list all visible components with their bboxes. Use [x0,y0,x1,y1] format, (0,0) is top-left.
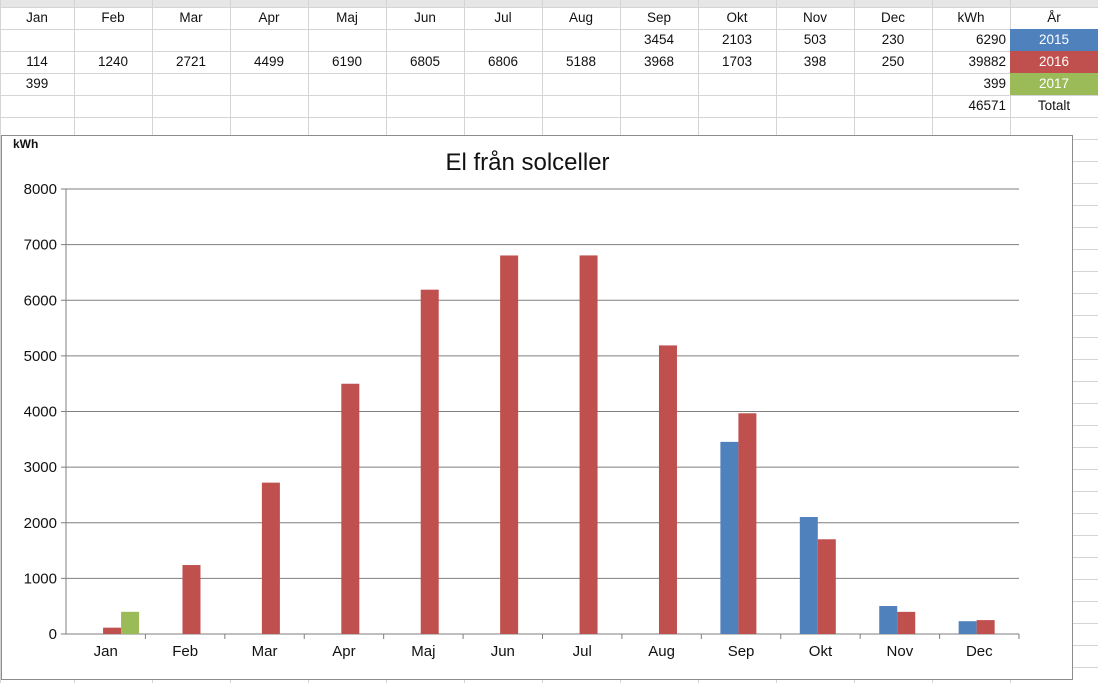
y-tick-label: 3000 [24,459,57,476]
data-cell[interactable]: 2721 [175,54,207,69]
bar [341,383,360,634]
data-cell[interactable]: 6805 [409,54,441,69]
data-cell[interactable]: 1703 [721,54,753,69]
header-cell[interactable]: Aug [568,10,594,25]
header-cell[interactable]: Maj [336,10,358,25]
data-cell[interactable]: 6190 [331,54,363,69]
header-cell[interactable]: Jan [26,10,48,25]
data-cell[interactable]: 399 [25,76,49,91]
x-tick-label: Jul [573,643,592,660]
data-cell[interactable]: 5188 [565,54,597,69]
header-cell[interactable]: Sep [646,10,672,25]
y-tick-label: 5000 [24,348,57,365]
bar [720,441,739,634]
data-cell[interactable]: 1240 [97,54,129,69]
y-tick-label: 6000 [24,292,57,309]
x-tick-label: Dec [966,643,993,660]
x-tick-label: Feb [172,643,198,660]
y-tick-label: 8000 [24,181,57,198]
year-cell-2016[interactable]: 2016 [1010,51,1098,73]
x-tick-label: Jun [491,643,515,660]
year-cell-2015[interactable]: 2015 [1010,29,1098,51]
bar [420,289,439,634]
bar [958,621,977,634]
data-cell[interactable]: 6290 [975,32,1006,47]
bar [976,620,995,634]
data-cell[interactable]: 3968 [643,54,675,69]
y-tick-label: 2000 [24,515,57,532]
bar [658,345,677,634]
header-cell[interactable]: Mar [179,10,203,25]
header-cell[interactable]: Dec [880,10,905,25]
bar [121,611,140,634]
header-cell[interactable]: kWh [957,10,985,25]
total-value-cell[interactable]: 46571 [968,98,1006,113]
header-cell[interactable]: Okt [726,10,748,25]
header-cell[interactable]: Jun [414,10,436,25]
bar [182,565,201,634]
chart-title: El från solceller [445,149,609,176]
header-cell[interactable]: Apr [258,10,280,25]
chart-canvas: El från solceller 0 1000 2000 3000 4000 5000 60… [24,149,1020,660]
data-cell[interactable]: 4499 [253,54,285,69]
data-cell[interactable]: 2103 [721,32,753,47]
data-cell[interactable]: 503 [803,32,827,47]
bar [817,539,836,634]
bar [261,482,280,634]
data-cell[interactable]: 114 [26,54,48,69]
y-tick-label: 7000 [24,237,57,254]
total-label-cell[interactable]: Totalt [1037,98,1071,113]
data-cell[interactable]: 399 [983,76,1006,91]
year-cell-2017[interactable]: 2017 [1010,73,1098,95]
bar [500,255,519,635]
x-tick-label: Mar [252,643,278,660]
x-tick-label: Aug [648,643,675,660]
data-cell[interactable]: 230 [881,32,905,47]
data-cell[interactable]: 39882 [968,54,1006,69]
data-cell[interactable]: 3454 [643,32,675,47]
data-cell[interactable]: 250 [881,54,905,69]
bar [897,611,916,634]
x-axis-origin [61,634,66,639]
x-tick-label: Nov [887,643,914,660]
x-tick-label: Okt [809,643,833,660]
y-tick-label: 1000 [24,570,57,587]
y-tick-label: 4000 [24,404,57,421]
x-tick-label: Jan [94,643,118,660]
x-tick-label: Apr [332,643,355,660]
x-tick-label: Sep [728,643,755,660]
bar [799,517,818,634]
data-cell[interactable]: 6806 [487,54,519,69]
bar [738,413,757,634]
sheet-top-band [0,0,1098,7]
y-tick-label: 0 [49,626,57,643]
chart-y-unit-label: kWh [13,137,39,151]
bar [879,606,898,634]
header-cell[interactable]: Jul [494,10,512,25]
header-cell[interactable]: Feb [101,10,125,25]
header-cell[interactable]: År [1047,10,1061,25]
bar [579,255,598,634]
x-tick-label: Maj [411,643,435,660]
chart-object[interactable]: El från solceller 0 1000 2000 3000 4000 5000 60… [1,135,1073,680]
data-cell[interactable]: 398 [803,54,827,69]
bar [103,627,122,634]
header-cell[interactable]: Nov [802,10,827,25]
